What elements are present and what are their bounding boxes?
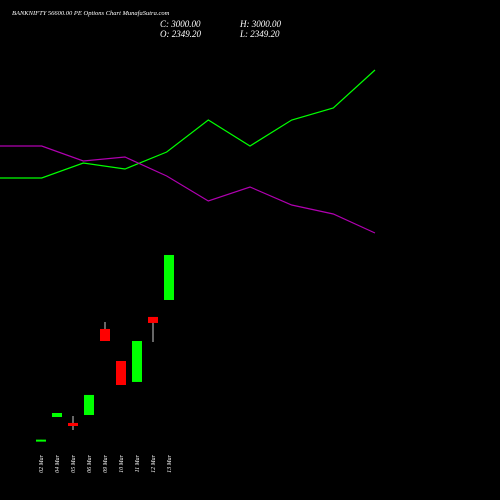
candle-body — [84, 394, 94, 416]
candle-body — [52, 413, 62, 418]
low-info: L: 2349.20 — [239, 29, 280, 39]
chart-title: BANKNIFTY 56600.00 PE Options Chart Muna… — [12, 10, 170, 17]
close-info: C: 3000.00 — [160, 19, 201, 29]
candle-body — [148, 316, 158, 323]
candle-body — [68, 422, 78, 427]
x-tick-label: 06 Mar — [87, 454, 93, 472]
candle-body — [100, 328, 110, 342]
x-tick-label: 10 Mar — [119, 454, 125, 472]
indicator-line — [0, 145, 376, 234]
x-tick-label: 04 Mar — [54, 454, 61, 472]
candle-body — [116, 360, 126, 385]
x-tick-label: 05 Mar — [71, 454, 77, 472]
candle-body — [132, 341, 142, 382]
high-info: H: 3000.00 — [239, 19, 281, 29]
x-tick-label: 11 Mar — [135, 454, 141, 472]
candle-body — [36, 439, 46, 442]
candle-body — [164, 254, 174, 300]
x-tick-label: 02 Mar — [39, 454, 45, 472]
x-tick-label: 12 Mar — [151, 454, 157, 472]
open-info: O: 2349.20 — [160, 29, 201, 39]
x-tick-label: 09 Mar — [103, 454, 109, 472]
indicator-line — [0, 69, 376, 179]
x-tick-label: 13 Mar — [167, 454, 173, 472]
